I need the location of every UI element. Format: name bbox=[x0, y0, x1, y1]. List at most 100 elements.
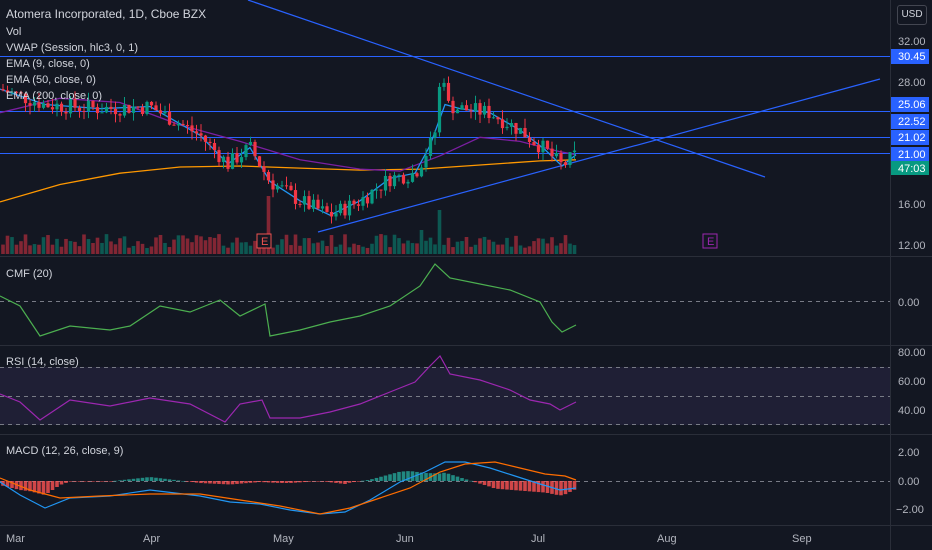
candle-body bbox=[401, 174, 406, 184]
volume-bar bbox=[428, 237, 433, 254]
candle-body bbox=[428, 137, 433, 156]
candle-body bbox=[455, 109, 460, 114]
candle-body bbox=[509, 122, 514, 127]
candle-body bbox=[109, 106, 113, 109]
candle-body bbox=[104, 106, 109, 113]
candle-body bbox=[361, 197, 365, 206]
volume-bar bbox=[572, 245, 577, 254]
volume-bar bbox=[82, 234, 86, 254]
candle-body bbox=[433, 132, 437, 138]
volume-bar bbox=[464, 236, 469, 254]
currency-button[interactable]: USD bbox=[897, 5, 927, 25]
rsi-tick: 60.00 bbox=[898, 376, 926, 388]
volume-bar bbox=[239, 242, 244, 254]
candle-body bbox=[100, 112, 104, 114]
macd-bar bbox=[401, 471, 406, 481]
macd-bar bbox=[46, 481, 50, 493]
macd-bar bbox=[82, 481, 86, 482]
macd-bar bbox=[397, 471, 401, 481]
volume-bar bbox=[523, 247, 527, 254]
volume-bar bbox=[163, 242, 167, 254]
macd-bar bbox=[212, 481, 217, 484]
macd-bar bbox=[221, 481, 226, 485]
volume-bar bbox=[100, 242, 104, 254]
volume-bar bbox=[316, 242, 320, 254]
volume-bar bbox=[365, 247, 370, 254]
price-tags: 30.45 25.06 22.52 21.02 21.00 47:03 bbox=[891, 49, 929, 175]
candle-body bbox=[392, 175, 397, 187]
volume-bar bbox=[478, 238, 482, 254]
legend-vwap: VWAP (Session, hlc3, 0, 1) bbox=[6, 42, 138, 54]
macd-bar bbox=[257, 481, 262, 483]
price-tick: 32.00 bbox=[898, 36, 926, 48]
candle-body bbox=[419, 167, 424, 177]
candle-body bbox=[64, 111, 68, 114]
earnings-marker-may[interactable]: E bbox=[256, 233, 272, 249]
candle-body bbox=[478, 103, 482, 115]
macd-bar bbox=[383, 475, 388, 481]
candle-body bbox=[563, 162, 568, 166]
macd-bar bbox=[446, 473, 451, 481]
time-label: Aug bbox=[657, 533, 677, 545]
volume-bar bbox=[271, 247, 275, 254]
volume-bar bbox=[329, 235, 334, 254]
rsi-band bbox=[0, 367, 890, 425]
volume-bar bbox=[554, 245, 559, 254]
macd-bar bbox=[514, 481, 518, 491]
volume-bar bbox=[19, 241, 23, 254]
earnings-marker-aug[interactable]: E bbox=[702, 233, 718, 249]
volume-bar bbox=[109, 241, 113, 254]
candle-body bbox=[554, 153, 559, 157]
macd-bar bbox=[541, 481, 545, 493]
volume-bar bbox=[248, 245, 253, 254]
macd-bar bbox=[334, 481, 338, 483]
macd-bar bbox=[410, 471, 415, 481]
volume-bar bbox=[149, 246, 154, 254]
macd-bar bbox=[181, 480, 185, 482]
macd-bar bbox=[478, 481, 482, 484]
main-legend: Atomera Incorporated, 1D, Cboe BZX Vol V… bbox=[6, 7, 206, 102]
candlesticks bbox=[1, 76, 577, 224]
macd-bar bbox=[532, 481, 536, 492]
volume-bar bbox=[437, 210, 442, 254]
time-axis[interactable]: Mar Apr May Jun Jul Aug Sep bbox=[6, 533, 812, 545]
macd-bar bbox=[271, 481, 275, 483]
macd-tick: −2.00 bbox=[896, 504, 924, 516]
candle-body bbox=[235, 153, 239, 163]
candle-body bbox=[145, 101, 149, 115]
candle-body bbox=[163, 111, 167, 114]
cmf-tick: 0.00 bbox=[898, 297, 919, 309]
candle-body bbox=[10, 91, 14, 93]
macd-bar bbox=[100, 481, 104, 482]
volume-bar bbox=[208, 237, 212, 254]
macd-bar bbox=[127, 479, 131, 481]
trend-lines[interactable] bbox=[247, 0, 881, 233]
volume-bar bbox=[190, 242, 194, 254]
earnings-e-1: E bbox=[261, 236, 268, 248]
volume-bar bbox=[1, 244, 5, 254]
macd-bar bbox=[545, 481, 550, 493]
volume-bar bbox=[406, 240, 410, 254]
candle-body bbox=[181, 123, 185, 126]
macd-bar bbox=[266, 481, 271, 483]
candle-body bbox=[451, 100, 455, 114]
macd-label: MACD (12, 26, close, 9) bbox=[6, 445, 123, 457]
volume-bar bbox=[568, 243, 572, 254]
countdown-tag: 47:03 bbox=[898, 163, 926, 175]
macd-bar bbox=[230, 481, 235, 485]
candle-body bbox=[140, 107, 145, 115]
cmf-line bbox=[0, 263, 577, 337]
macd-tick: 2.00 bbox=[898, 447, 919, 459]
volume-bar bbox=[455, 241, 460, 254]
macd-bar bbox=[95, 481, 100, 482]
volume-bar bbox=[32, 244, 37, 254]
macd-bar bbox=[226, 481, 230, 485]
candle-body bbox=[262, 166, 266, 172]
volume-bar bbox=[68, 241, 73, 254]
macd-bar bbox=[172, 479, 176, 481]
volume-bar bbox=[95, 237, 100, 254]
price-axis[interactable]: 32.00 28.00 16.00 12.00 bbox=[898, 36, 926, 252]
macd-bar bbox=[379, 476, 383, 481]
volume-bar bbox=[154, 237, 158, 254]
